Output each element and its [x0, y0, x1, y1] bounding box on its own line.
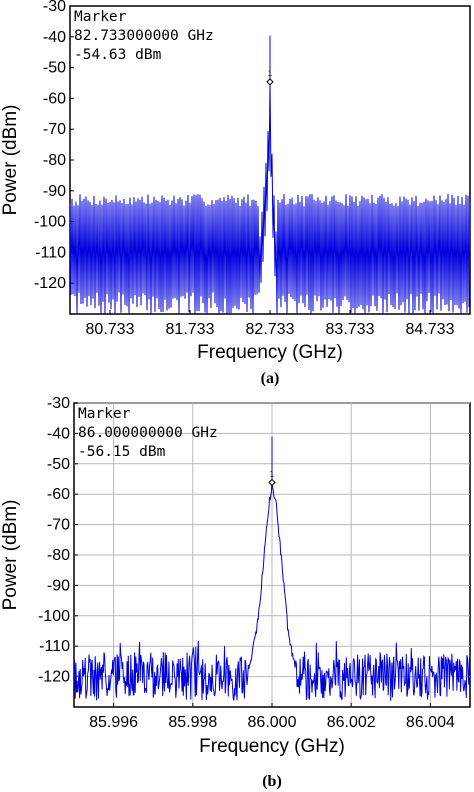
- marker-power: -56.15 dBm: [78, 444, 166, 460]
- marker-frequency: 86.000000000 GHz: [78, 425, 218, 441]
- y-tick-label: -40: [43, 29, 66, 46]
- marker-title: Marker: [74, 9, 127, 25]
- y-tick-label: -120: [34, 275, 66, 292]
- y-tick-label: -80: [47, 547, 70, 564]
- marker-power: -54.63 dBm: [74, 47, 162, 63]
- figure-caption: (a): [261, 370, 280, 387]
- marker-title: Marker: [78, 406, 131, 422]
- y-tick-label: -110: [35, 244, 66, 261]
- y-tick-label: -40: [47, 425, 70, 442]
- x-tick-label: 86.000: [248, 714, 297, 731]
- y-tick-label: -50: [47, 456, 70, 473]
- y-tick-label: -30: [43, 0, 66, 15]
- spectrum-panel-a: -30 -40 -50 -60 -70 -80 -90 -100 -110 -120 80.733 8…: [0, 0, 471, 387]
- spectrum-panel-b: -30 -40 -50 -60 -70 -80 -90 -100 -110 -120 85.996 8…: [0, 395, 471, 790]
- y-tick-label: -120: [38, 669, 70, 686]
- x-tick-label: 81.733: [166, 321, 215, 338]
- y-axis-label: Power (dBm): [0, 500, 21, 611]
- x-tick-label: 86.004: [406, 714, 455, 731]
- y-tick-label: -90: [47, 577, 70, 594]
- peak-marker: [266, 78, 274, 86]
- y-tick-label: -90: [43, 183, 66, 200]
- figure-caption: (b): [262, 773, 282, 790]
- x-axis-label: Frequency (GHz): [197, 342, 343, 363]
- x-tick-label: 80.733: [86, 321, 135, 338]
- y-tick-label: -70: [47, 517, 70, 534]
- y-tick-label: -80: [43, 152, 66, 169]
- x-axis-label: Frequency (GHz): [199, 736, 345, 757]
- x-tick-label: 84.733: [406, 321, 455, 338]
- y-axis-label: Power (dBm): [0, 105, 21, 216]
- y-tick-label: -100: [38, 608, 70, 625]
- y-tick-label: -30: [47, 395, 70, 412]
- x-tick-label: 86.002: [327, 714, 376, 731]
- y-tick-label: -70: [43, 121, 66, 138]
- y-tick-label: -110: [39, 638, 70, 655]
- y-tick-label: -50: [43, 60, 66, 77]
- peak-marker-label: 1: [270, 469, 275, 478]
- y-tick-label: -60: [47, 486, 70, 503]
- peak-marker: [268, 478, 276, 487]
- x-tick-label: 83.733: [326, 321, 375, 338]
- x-tick-label: 85.996: [89, 714, 138, 731]
- y-tick-label: -60: [43, 90, 66, 107]
- x-tick-label: 82.733: [246, 321, 295, 338]
- y-tick-label: -100: [34, 214, 66, 231]
- marker-frequency: 82.733000000 GHz: [74, 28, 214, 44]
- peak-marker-label: 1: [268, 69, 273, 78]
- x-tick-label: 85.998: [168, 714, 217, 731]
